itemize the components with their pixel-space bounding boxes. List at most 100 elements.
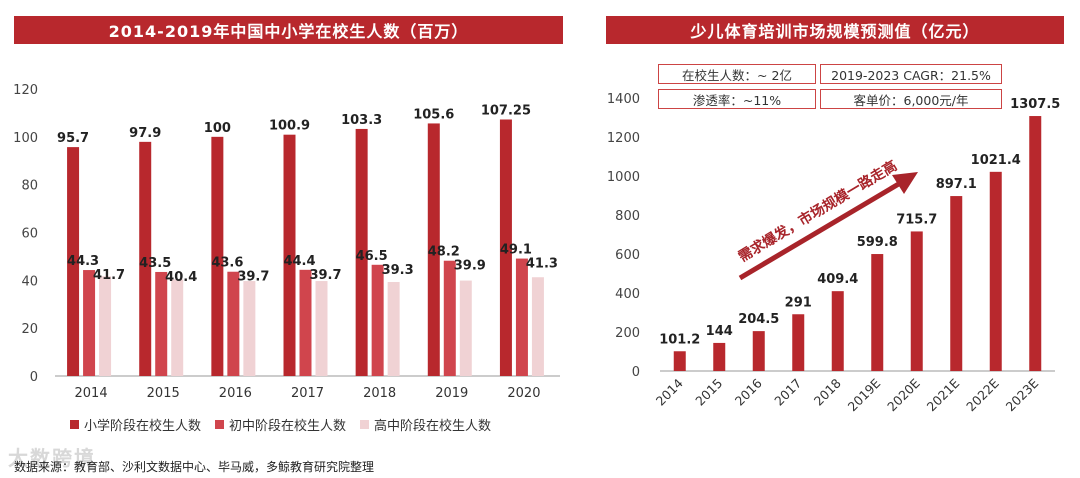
left-data-label: 40.4 [165,270,197,285]
trend-arrow-head [892,172,918,194]
source-note: 数据来源：教育部、沙利文数据中心、毕马威，多鲸教育研究院整理 [14,460,375,474]
right-bar [752,331,765,371]
left-y-tick-label: 40 [21,274,38,289]
right-bar [910,231,923,371]
left-bar [211,136,224,376]
left-chart-legend: 小学阶段在校生人数 初中阶段在校生人数 高中阶段在校生人数 [70,415,491,434]
right-chart-title-banner: 少儿体育培训市场规模预测值（亿元） [606,16,1064,44]
right-y-tick-label: 600 [615,248,640,263]
left-y-tick-label: 20 [21,322,38,337]
left-bar [227,271,240,376]
right-data-label: 1021.4 [971,153,1021,168]
left-data-label: 46.5 [356,249,388,264]
left-y-tick-label: 0 [30,370,38,385]
left-data-label: 105.6 [413,107,454,122]
left-x-tick-label: 2019 [435,386,468,401]
legend-label: 小学阶段在校生人数 [84,419,202,434]
right-x-tick-label: 2020E [884,375,923,414]
left-bar [171,279,184,376]
legend-item: 小学阶段在校生人数 [70,415,201,434]
right-y-tick-label: 1200 [607,131,640,146]
left-bar [315,281,328,376]
right-data-label: 204.5 [738,312,779,327]
left-data-label: 49.1 [500,243,532,258]
right-bar [713,342,726,371]
right-data-label: 144 [706,324,733,339]
left-data-label: 39.9 [454,259,486,274]
left-data-label: 41.7 [93,268,125,283]
left-data-label: 44.3 [67,254,99,269]
left-data-label: 39.3 [382,263,414,278]
right-data-label: 101.2 [659,332,700,347]
left-bar [99,276,112,376]
right-y-tick-label: 200 [615,326,640,341]
right-bar [1029,116,1042,371]
left-data-label: 39.7 [237,270,269,285]
right-data-label: 897.1 [936,177,977,192]
left-x-tick-label: 2015 [147,386,180,401]
left-bar [67,147,80,376]
right-bar [950,196,963,371]
right-x-tick-label: 2022E [963,375,1002,414]
left-x-tick-label: 2014 [75,386,108,401]
left-data-label: 39.7 [309,268,341,283]
left-data-label: 48.2 [428,245,460,260]
info-box-cagr: 2019-2023 CAGR：21.5% [820,64,1002,84]
left-bar [387,282,400,376]
right-y-tick-label: 800 [615,209,640,224]
left-x-tick-label: 2017 [291,386,324,401]
left-x-tick-label: 2018 [363,386,396,401]
left-data-label: 95.7 [57,131,89,146]
right-data-label: 599.8 [857,235,898,250]
left-y-tick-label: 100 [13,131,38,146]
left-bar [443,260,456,376]
trend-arrow-shaft [738,179,904,281]
right-bar [673,351,686,371]
left-data-label: 103.3 [341,113,382,128]
left-bar [139,141,152,376]
right-bar [989,171,1002,371]
left-bar [83,270,96,376]
watermark: 大数跨境 [8,446,96,470]
left-data-label: 44.4 [283,254,315,269]
right-x-tick-label: 2021E [924,375,963,414]
legend-swatch [70,420,79,429]
left-bar [499,119,512,377]
right-x-tick-label: 2016 [732,375,765,408]
left-data-label: 41.3 [526,257,558,272]
left-y-tick-label: 60 [21,227,38,242]
info-box-students: 在校生人数：~ 2亿 [658,64,816,84]
left-x-tick-label: 2016 [219,386,252,401]
legend-item: 高中阶段在校生人数 [360,415,491,434]
left-data-label: 100.9 [269,119,310,134]
legend-swatch [215,420,225,429]
right-x-tick-label: 2018 [811,375,844,408]
right-x-tick-label: 2017 [771,376,804,409]
left-bar [299,269,312,376]
left-bar [371,264,384,376]
left-bar [243,281,256,376]
left-y-tick-label: 80 [21,179,38,194]
left-data-label: 43.5 [139,256,171,271]
left-data-label: 97.9 [129,126,161,141]
left-bar [427,123,440,376]
right-data-label: 291 [785,295,812,310]
left-bar [155,271,168,376]
right-y-tick-label: 1400 [607,92,640,107]
right-x-tick-label: 2023E [1003,375,1042,414]
left-data-label: 100 [204,121,231,136]
right-x-tick-label: 2019E [845,375,884,414]
right-data-label: 1307.5 [1010,97,1060,112]
right-y-tick-label: 0 [632,365,640,380]
right-y-tick-label: 1000 [607,170,640,185]
left-y-tick-label: 120 [13,83,38,98]
left-data-label: 43.6 [211,256,243,271]
left-bar [531,277,544,376]
right-bar [831,291,844,371]
right-y-tick-label: 400 [615,287,640,302]
left-bar [459,280,472,376]
right-bar [792,314,805,371]
info-box-unit-price: 客单价：6,000元/年 [820,89,1002,109]
right-bar [871,254,884,371]
